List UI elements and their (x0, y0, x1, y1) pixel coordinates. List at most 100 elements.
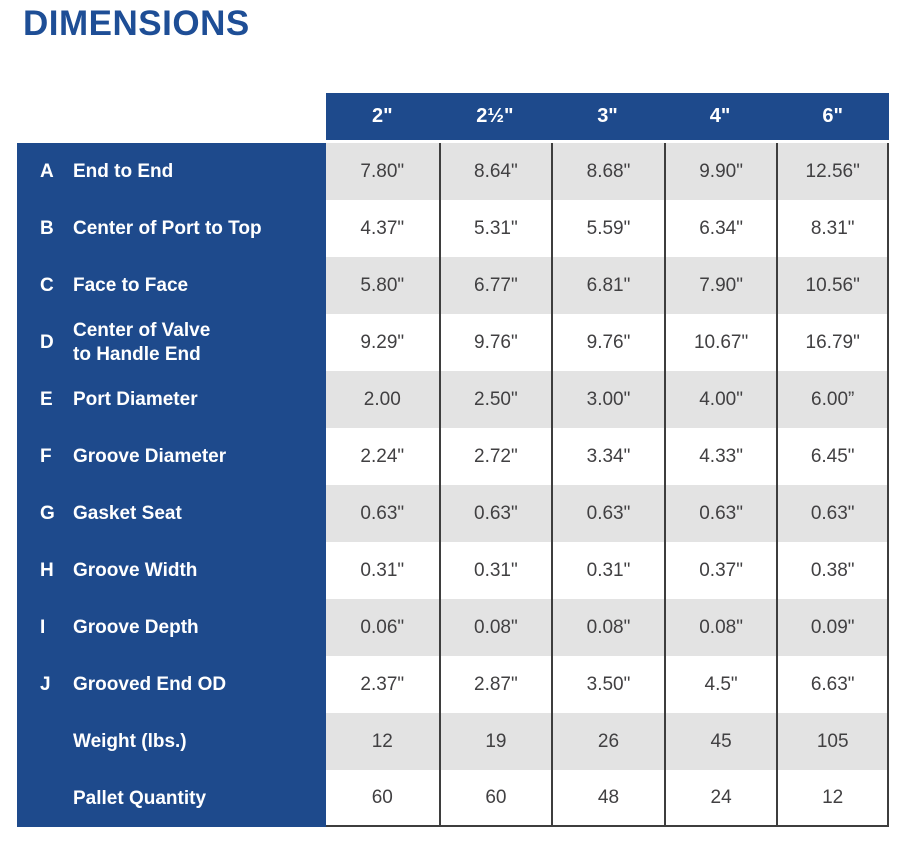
table-cell: 0.63" (438, 485, 552, 542)
size-column-header: 4" (663, 93, 777, 140)
page-title: DIMENSIONS (23, 4, 250, 43)
table-cell: 9.76" (551, 314, 664, 371)
table-body: A End to End 7.80" 8.64" 8.68" 9.90" 12.… (17, 143, 889, 827)
table-cell: 5.80" (326, 257, 439, 314)
table-cell: 10.67" (663, 314, 777, 371)
row-letter: H (40, 559, 54, 581)
table-cell: 19 (438, 713, 552, 770)
table-cell: 45 (663, 713, 777, 770)
row-letter: E (40, 388, 53, 410)
table-cell: 2.50" (438, 371, 552, 428)
row-letter: D (40, 331, 54, 353)
table-cell: 26 (551, 713, 664, 770)
table-cell: 12 (776, 770, 889, 827)
table-cell: 12.56" (776, 143, 889, 200)
table-cell: 3.34" (551, 428, 664, 485)
row-letter: B (40, 217, 54, 239)
table-cell: 6.00” (776, 371, 889, 428)
table-cell: 2.24" (326, 428, 439, 485)
table-cell: 60 (438, 770, 552, 827)
table-cell: 6.63" (776, 656, 889, 713)
dimensions-table: 2" 2½" 3" 4" 6" A End to End 7.80" 8.64"… (17, 93, 889, 827)
table-cell: 4.5" (663, 656, 777, 713)
table-cell: 0.31" (551, 542, 664, 599)
table-cell: 9.90" (663, 143, 777, 200)
table-cell: 3.50" (551, 656, 664, 713)
table-cell: 24 (663, 770, 777, 827)
row-letter: F (40, 445, 52, 467)
row-label: Pallet Quantity (73, 787, 207, 809)
table-cell: 8.64" (438, 143, 552, 200)
table-cell: 10.56" (776, 257, 889, 314)
row-header: B Center of Port to Top (17, 200, 326, 257)
row-header: Pallet Quantity (17, 770, 326, 827)
row-header: F Groove Diameter (17, 428, 326, 485)
table-cell: 8.68" (551, 143, 664, 200)
table-cell: 0.38" (776, 542, 889, 599)
table-cell: 6.34" (663, 200, 777, 257)
row-header: J Grooved End OD (17, 656, 326, 713)
row-header: E Port Diameter (17, 371, 326, 428)
header-spacer (17, 93, 326, 140)
table-cell: 0.08" (438, 599, 552, 656)
row-header: D Center of Valve to Handle End (17, 314, 326, 371)
table-cell: 6.77" (438, 257, 552, 314)
row-header: H Groove Width (17, 542, 326, 599)
row-label: Groove Depth (73, 616, 199, 638)
table-cell: 4.00" (663, 371, 777, 428)
table-cell: 5.31" (438, 200, 552, 257)
row-label: Face to Face (73, 274, 189, 296)
table-cell: 105 (776, 713, 889, 770)
row-label: Groove Width (73, 559, 198, 581)
row-header: Weight (lbs.) (17, 713, 326, 770)
table-cell: 2.87" (438, 656, 552, 713)
size-column-header: 2" (326, 93, 439, 140)
table-cell: 0.06" (326, 599, 439, 656)
row-header: I Groove Depth (17, 599, 326, 656)
row-label: Gasket Seat (73, 502, 182, 524)
table-cell: 48 (551, 770, 664, 827)
row-letter: A (40, 160, 54, 182)
table-cell: 3.00" (551, 371, 664, 428)
table-cell: 0.08" (663, 599, 777, 656)
table-cell: 9.76" (438, 314, 552, 371)
table-cell: 6.81" (551, 257, 664, 314)
table-cell: 7.80" (326, 143, 439, 200)
row-header: G Gasket Seat (17, 485, 326, 542)
row-letter: I (40, 616, 46, 638)
row-header: C Face to Face (17, 257, 326, 314)
table-cell: 4.33" (663, 428, 777, 485)
table-cell: 16.79" (776, 314, 889, 371)
table-cell: 0.63" (551, 485, 664, 542)
table-cell: 2.72" (438, 428, 552, 485)
row-label: Groove Diameter (73, 445, 227, 467)
table-cell: 0.08" (551, 599, 664, 656)
table-cell: 60 (326, 770, 439, 827)
size-column-header: 2½" (438, 93, 552, 140)
table-cell: 12 (326, 713, 439, 770)
size-column-header: 3" (551, 93, 664, 140)
table-cell: 0.63" (663, 485, 777, 542)
table-cell: 7.90" (663, 257, 777, 314)
table-cell: 5.59" (551, 200, 664, 257)
row-letter: J (40, 673, 51, 695)
row-label: Grooved End OD (73, 673, 227, 695)
table-cell: 9.29" (326, 314, 439, 371)
size-column-header: 6" (776, 93, 889, 140)
row-label: Weight (lbs.) (73, 730, 187, 752)
size-header-row: 2" 2½" 3" 4" 6" (17, 93, 889, 140)
table-cell: 0.09" (776, 599, 889, 656)
row-label: Center of Port to Top (73, 217, 262, 239)
table-cell: 0.37" (663, 542, 777, 599)
table-cell: 8.31" (776, 200, 889, 257)
row-label: End to End (73, 160, 174, 182)
table-cell: 6.45" (776, 428, 889, 485)
row-header: A End to End (17, 143, 326, 200)
table-cell: 2.37" (326, 656, 439, 713)
row-letter: C (40, 274, 54, 296)
table-cell: 0.63" (776, 485, 889, 542)
table-cell: 0.31" (326, 542, 439, 599)
table-cell: 0.63" (326, 485, 439, 542)
row-letter: G (40, 502, 55, 524)
